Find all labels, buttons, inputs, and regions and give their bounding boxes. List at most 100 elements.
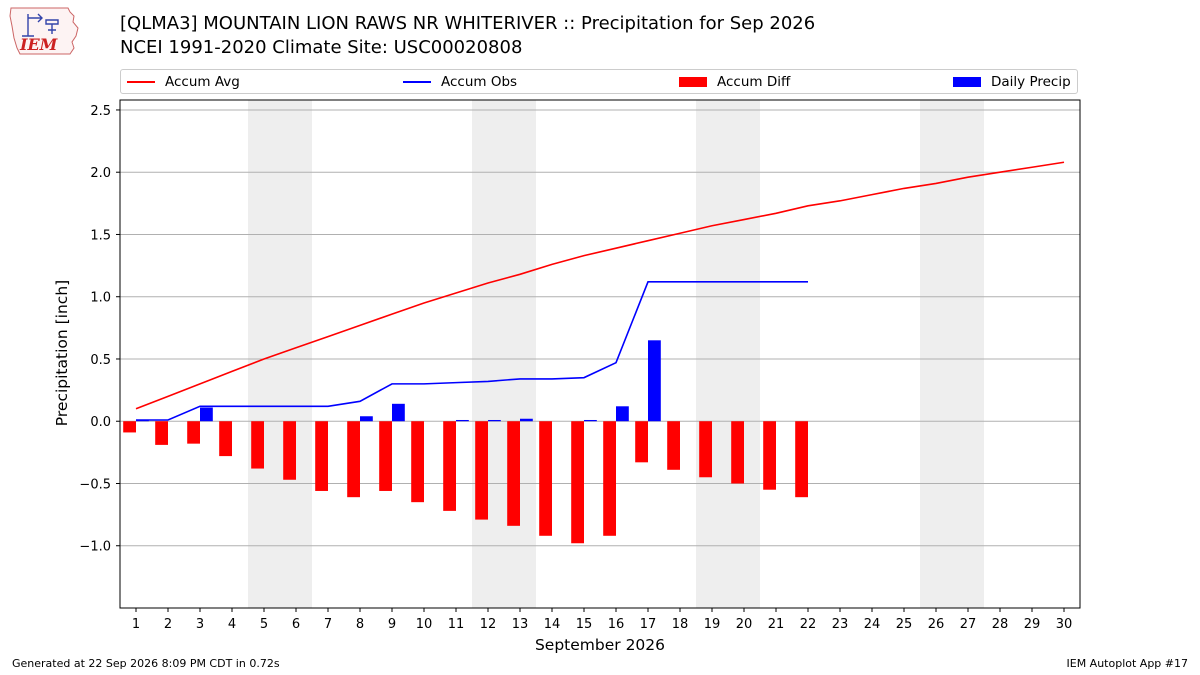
x-tick-label: 5 <box>260 617 268 632</box>
accum-diff-bar <box>795 421 808 498</box>
legend-swatch-daily-precip <box>953 77 981 87</box>
series-lines <box>135 161 1065 421</box>
x-tick-label: 22 <box>800 617 817 632</box>
x-tick-label: 14 <box>544 617 561 632</box>
accum-diff-bar <box>379 421 392 491</box>
x-tick-label: 17 <box>640 617 657 632</box>
daily-precip-bar <box>392 403 405 422</box>
iowa-state-outline <box>9 7 79 55</box>
accum-diff-bar <box>475 421 488 520</box>
bars <box>123 340 808 544</box>
accum-diff-bar <box>411 421 424 503</box>
accum-diff-bar <box>699 421 712 478</box>
x-tick-label: 4 <box>228 617 236 632</box>
legend-swatch-accum-obs <box>403 81 431 83</box>
accum-diff-bar <box>187 421 200 444</box>
accum-diff-bar <box>155 421 168 445</box>
x-tick-label: 2 <box>164 617 172 632</box>
x-axis-ticks: 1 2 3 4 5 6 7 8 9 10 11 12 13 14 15 16 17 18 19 20 21 22 23 24 2… <box>132 608 1072 632</box>
x-tick-label: 30 <box>1056 617 1073 632</box>
x-tick-label: 6 <box>292 617 300 632</box>
accum-diff-bar <box>731 421 744 484</box>
accum-diff-bar <box>763 421 776 490</box>
daily-precip-bar <box>584 419 597 422</box>
x-tick-label: 10 <box>416 617 433 632</box>
y-tick-label: 1.5 <box>90 228 111 243</box>
accum-diff-bar <box>251 421 264 469</box>
y-tick-label: 2.5 <box>90 104 111 119</box>
accum-diff-bar <box>603 421 616 536</box>
x-tick-label: 19 <box>704 617 721 632</box>
daily-precip-bar <box>520 418 533 422</box>
accum-diff-bar <box>667 421 680 470</box>
daily-precip-bar <box>456 419 469 422</box>
daily-precip-bar <box>488 419 501 422</box>
legend-swatch-accum-avg <box>127 81 155 83</box>
x-tick-label: 29 <box>1024 617 1041 632</box>
plot-frame <box>119 99 1081 609</box>
weekend-band-3 <box>696 100 760 608</box>
x-tick-label: 13 <box>512 617 529 632</box>
logo-text: IEM <box>19 35 59 54</box>
legend-label-accum-diff: Accum Diff <box>717 74 791 90</box>
y-axis-label: Precipitation [inch] <box>53 280 71 426</box>
weekend-bands <box>248 100 984 608</box>
accum-diff-bar <box>443 421 456 511</box>
x-tick-label: 18 <box>672 617 689 632</box>
x-tick-label: 1 <box>132 617 140 632</box>
generated-timestamp: Generated at 22 Sep 2026 8:09 PM CDT in … <box>12 657 280 670</box>
y-tick-label: 0.5 <box>90 353 111 368</box>
x-tick-label: 20 <box>736 617 753 632</box>
accum-obs-line <box>136 280 808 421</box>
legend-label-accum-obs: Accum Obs <box>441 74 518 90</box>
x-tick-label: 24 <box>864 617 881 632</box>
y-axis-ticks: −1.0 −0.5 0.0 0.5 1.0 1.5 2.0 2.5 <box>79 104 120 555</box>
legend-item-accum-obs: Accum Obs <box>403 73 517 91</box>
y-tick-label: 2.0 <box>90 166 111 181</box>
x-tick-label: 7 <box>324 617 332 632</box>
daily-precip-bar <box>360 416 373 422</box>
legend-item-accum-avg: Accum Avg <box>127 73 240 91</box>
x-tick-label: 16 <box>608 617 625 632</box>
x-tick-label: 26 <box>928 617 945 632</box>
x-axis-label: September 2026 <box>535 636 665 654</box>
x-tick-label: 25 <box>896 617 913 632</box>
legend-item-daily-precip: Daily Precip <box>953 73 1071 91</box>
legend-label-daily-precip: Daily Precip <box>991 74 1071 90</box>
legend-item-accum-diff: Accum Diff <box>679 73 790 91</box>
x-tick-label: 23 <box>832 617 849 632</box>
daily-precip-bar <box>616 406 629 422</box>
x-tick-label: 8 <box>356 617 364 632</box>
x-tick-label: 12 <box>480 617 497 632</box>
accum-diff-bar <box>347 421 360 498</box>
x-tick-label: 21 <box>768 617 785 632</box>
y-tick-label: 0.0 <box>90 415 111 430</box>
accum-diff-bar <box>315 421 328 491</box>
accum-diff-bar <box>571 421 584 544</box>
iem-logo: IEM <box>9 7 79 55</box>
x-tick-label: 9 <box>388 617 396 632</box>
y-tick-label: 1.0 <box>90 291 111 306</box>
y-tick-label: −1.0 <box>79 540 111 555</box>
daily-precip-bar <box>648 340 661 422</box>
x-tick-label: 3 <box>196 617 204 632</box>
accum-diff-bar <box>539 421 552 536</box>
chart-title: [QLMA3] MOUNTAIN LION RAWS NR WHITERIVER… <box>120 13 816 34</box>
legend-swatch-accum-diff <box>679 77 707 87</box>
x-tick-label: 11 <box>448 617 465 632</box>
legend-label-accum-avg: Accum Avg <box>165 74 240 90</box>
x-tick-label: 27 <box>960 617 977 632</box>
accum-diff-bar <box>283 421 296 480</box>
accum-diff-bar <box>635 421 648 463</box>
x-tick-label: 15 <box>576 617 593 632</box>
weather-station-icon <box>22 13 59 37</box>
accum-diff-bar <box>219 421 232 457</box>
weekend-band-2 <box>472 100 536 608</box>
legend: Accum Avg Accum Obs Accum Diff Daily Pre… <box>120 69 1078 94</box>
accum-avg-line <box>135 161 1065 410</box>
y-tick-label: −0.5 <box>79 477 111 492</box>
chart-subtitle: NCEI 1991-2020 Climate Site: USC00020808 <box>120 37 523 58</box>
daily-precip-bar <box>200 407 213 422</box>
app-credit: IEM Autoplot App #17 <box>1066 657 1189 670</box>
